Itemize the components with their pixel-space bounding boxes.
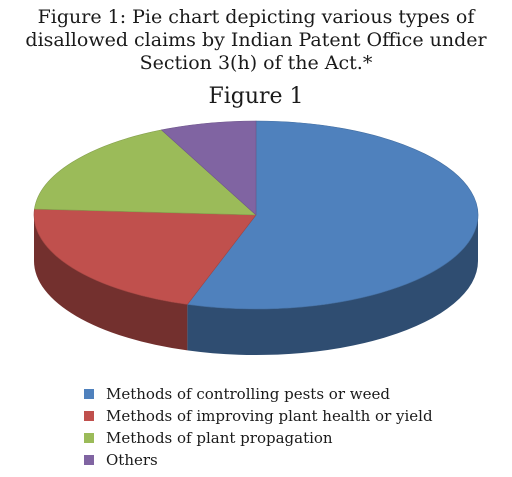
legend-swatch-0 (84, 389, 94, 399)
legend-item-1: Methods of improving plant health or yie… (84, 405, 433, 427)
legend-item-0: Methods of controlling pests or weed (84, 383, 433, 405)
chart-legend: Methods of controlling pests or weed Meth… (84, 383, 433, 471)
pie-slice-0 (186, 120, 479, 310)
legend-label-3: Others (106, 451, 158, 469)
legend-item-3: Others (84, 449, 433, 471)
legend-swatch-1 (84, 411, 94, 421)
pie-slice-1 (33, 208, 257, 305)
legend-item-2: Methods of plant propagation (84, 427, 433, 449)
chart-title: Figure 1 (208, 84, 304, 109)
pie-side-1 (34, 215, 188, 351)
legend-label-1: Methods of improving plant health or yie… (106, 407, 433, 425)
legend-swatch-3 (84, 455, 94, 465)
legend-label-2: Methods of plant propagation (106, 429, 333, 447)
legend-swatch-2 (84, 433, 94, 443)
figure-caption: Figure 1: Pie chart depicting various ty… (25, 6, 487, 74)
pie-side-0 (187, 215, 478, 355)
pie-slice-2 (34, 129, 257, 216)
legend-label-0: Methods of controlling pests or weed (106, 385, 390, 403)
pie-chart (33, 120, 479, 355)
pie-slice-3 (160, 120, 257, 216)
